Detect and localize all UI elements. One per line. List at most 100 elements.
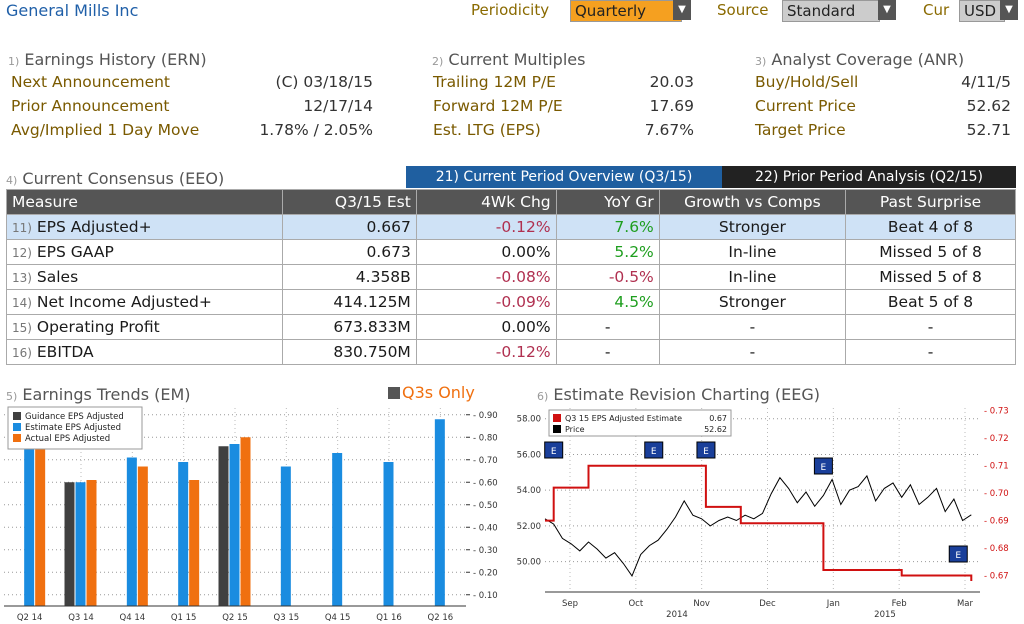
x-tick-label: Sep (562, 599, 578, 609)
x-tick-label: Q4 14 (120, 613, 146, 623)
bar-actual-eps-adjusted (240, 437, 251, 606)
legend-swatch (13, 434, 21, 442)
section-number: 1) (8, 55, 20, 68)
current-price-label: Current Price (755, 97, 856, 115)
legend-box (548, 409, 732, 437)
section-number: 2) (432, 55, 444, 68)
earnings-marker-glyph: E (651, 447, 657, 457)
bar-actual-eps-adjusted (35, 428, 46, 606)
periodicity-dropdown-icon[interactable]: ▼ (673, 0, 691, 20)
section-title-text: Earnings Trends (EM) (22, 385, 191, 404)
yoy-cell: -0.5% (555, 264, 660, 290)
trailing-pe-value: 20.03 (649, 73, 694, 91)
earnings-trends-chart: - 0.10 - 0.20 - 0.30 - 0.40 - 0.50 - 0.60 - 0.… (4, 404, 498, 623)
table-row[interactable]: 14) Net Income Adjusted+ 414.125M -0.09%… (6, 289, 1016, 315)
table-row[interactable]: 13) Sales 4.358B -0.08% -0.5% In-line Mi… (6, 264, 1016, 290)
col-header-measure[interactable]: Measure (6, 189, 283, 215)
earnings-marker-glyph: E (703, 447, 709, 457)
bar-actual-eps-adjusted (137, 466, 148, 606)
row-number: 12) (12, 246, 32, 260)
series-line-estimate (545, 464, 973, 581)
legend-swatch (553, 425, 561, 433)
q3s-only-checkbox[interactable] (388, 387, 400, 399)
bar-estimate-eps-adjusted (178, 462, 189, 606)
analyst-coverage-title[interactable]: 3) Analyst Coverage (ANR) (755, 50, 964, 69)
table-row[interactable]: 16) EBITDA 830.750M -0.12% - - - (6, 339, 1016, 365)
col-header-4wk-chg[interactable]: 4Wk Chg (415, 189, 557, 215)
surprise-cell: Beat 5 of 8 (845, 289, 1016, 315)
earnings-marker-glyph: E (551, 447, 557, 457)
current-multiples-title[interactable]: 2) Current Multiples (432, 50, 585, 69)
x-tick-label: Mar (957, 599, 974, 609)
periodicity-select[interactable]: Quarterly (570, 0, 682, 22)
consensus-header-row: Measure Q3/15 Est 4Wk Chg YoY Gr Growth … (6, 189, 1016, 215)
tab-prior-period-analysis[interactable]: 22) Prior Period Analysis (Q2/15) (722, 166, 1016, 188)
table-row[interactable]: 15) Operating Profit 673.833M 0.00% - - … (6, 314, 1016, 340)
legend-label: Actual EPS Adjusted (25, 434, 110, 444)
left-tick-label: 56.00 (517, 450, 541, 460)
ltg-eps-label: Est. LTG (EPS) (433, 121, 541, 139)
chg-cell: 0.00% (415, 314, 557, 340)
x-tick-label: Q4 15 (325, 613, 351, 623)
measure-cell[interactable]: 12) EPS GAAP (6, 239, 283, 265)
legend-label: Estimate EPS Adjusted (25, 423, 121, 433)
section-number: 5) (6, 390, 18, 403)
est-cell: 673.833M (281, 314, 417, 340)
bar-estimate-eps-adjusted (229, 444, 240, 606)
x-tick-label: Feb (892, 599, 907, 609)
chg-cell: -0.09% (415, 289, 557, 315)
target-price-value: 52.71 (966, 121, 1011, 139)
col-header-growth-vs-comps[interactable]: Growth vs Comps (658, 189, 847, 215)
buy-hold-sell-value: 4/11/5 (961, 73, 1011, 91)
legend-label: Guidance EPS Adjusted (25, 412, 124, 422)
x-tick-label: Q1 16 (376, 613, 402, 623)
y-tick-label: - 0.40 (473, 523, 498, 533)
y-tick-label: - 0.50 (473, 501, 498, 511)
x-tick-label: Q1 15 (171, 613, 197, 623)
section-title-text: Current Consensus (EEO) (22, 169, 225, 188)
buy-hold-sell-label: Buy/Hold/Sell (755, 73, 859, 91)
currency-dropdown-icon[interactable]: ▼ (1000, 0, 1018, 20)
est-cell: 0.673 (281, 239, 417, 265)
chg-cell: -0.12% (415, 339, 557, 365)
col-header-est[interactable]: Q3/15 Est (281, 189, 417, 215)
table-row[interactable]: 11) EPS Adjusted+ 0.667 -0.12% 7.6% Stro… (6, 214, 1016, 240)
measure-name: EPS Adjusted+ (36, 218, 152, 236)
x-tick-label: Oct (628, 599, 643, 609)
x-tick-label: Q3 15 (274, 613, 300, 623)
row-number: 11) (12, 221, 32, 235)
col-header-yoy-gr[interactable]: YoY Gr (555, 189, 660, 215)
earnings-history-title[interactable]: 1) Earnings History (ERN) (8, 50, 207, 69)
year-label: 2014 (666, 610, 688, 620)
chg-cell: -0.12% (415, 214, 557, 240)
legend-label: Price (565, 425, 585, 434)
measure-cell[interactable]: 16) EBITDA (6, 339, 283, 365)
source-select[interactable]: Standard (782, 0, 880, 22)
measure-cell[interactable]: 11) EPS Adjusted+ (6, 214, 283, 240)
earnings-marker-icon (948, 545, 968, 563)
consensus-title[interactable]: 4) Current Consensus (EEO) (6, 169, 224, 188)
measure-cell[interactable]: 14) Net Income Adjusted+ (6, 289, 283, 315)
x-tick-label: Q2 15 (222, 613, 248, 623)
earnings-trends-title[interactable]: 5) Earnings Trends (EM) (6, 385, 191, 404)
growth-cell: Stronger (658, 214, 847, 240)
q3s-only-label[interactable]: Q3s Only (402, 383, 475, 402)
currency-select[interactable]: USD (959, 0, 1005, 22)
estimate-revision-chart: E E E E E 50.00 52.00 54.00 56.00 58.00 - 0.67 - 0… (517, 407, 1009, 620)
est-cell: 4.358B (281, 264, 417, 290)
growth-cell: In-line (658, 239, 847, 265)
x-tick-label: Jan (826, 599, 840, 609)
y-tick-label: - 0.90 (473, 411, 498, 421)
measure-cell[interactable]: 13) Sales (6, 264, 283, 290)
tab-current-period-overview[interactable]: 21) Current Period Overview (Q3/15) (406, 166, 722, 188)
table-row[interactable]: 12) EPS GAAP 0.673 0.00% 5.2% In-line Mi… (6, 239, 1016, 265)
estimate-revision-title[interactable]: 6) Estimate Revision Charting (EEG) (537, 385, 820, 404)
source-dropdown-icon[interactable]: ▼ (878, 0, 896, 20)
measure-cell[interactable]: 15) Operating Profit (6, 314, 283, 340)
y-tick-label: - 0.80 (473, 433, 498, 443)
legend-value: 0.67 (709, 414, 727, 423)
col-header-past-surprise[interactable]: Past Surprise (845, 189, 1016, 215)
bar-estimate-eps-adjusted (24, 430, 35, 606)
growth-cell: Stronger (658, 289, 847, 315)
forward-pe-value: 17.69 (649, 97, 694, 115)
